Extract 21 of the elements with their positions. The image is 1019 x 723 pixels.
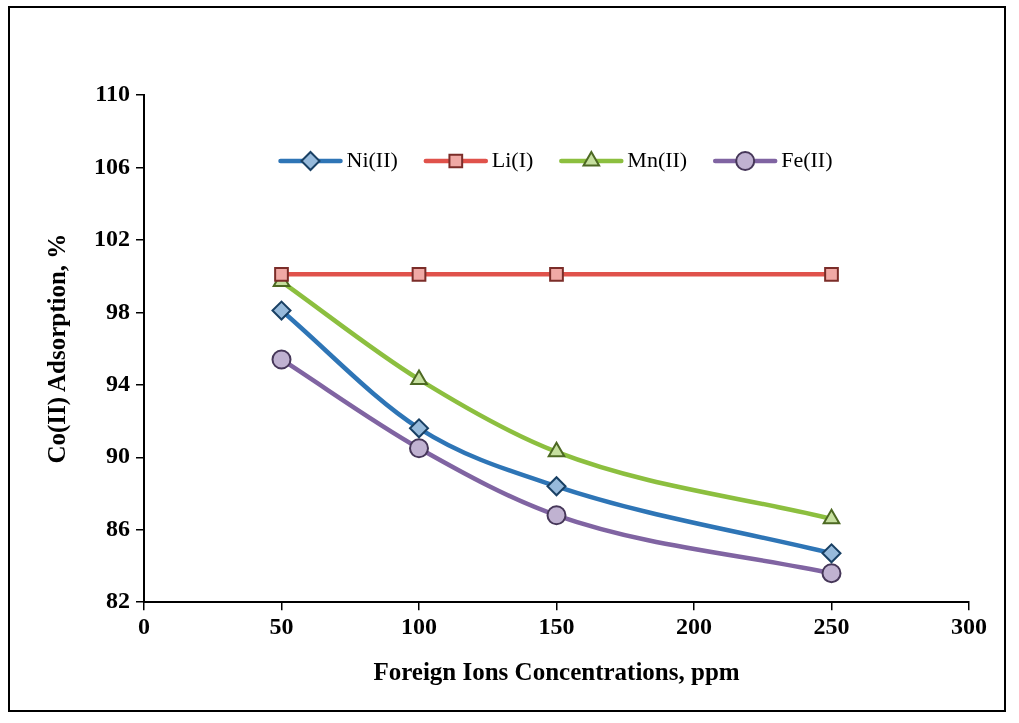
- legend-label: Li(I): [491, 146, 534, 172]
- x-tick-label: 100: [401, 612, 437, 639]
- y-tick-label: 94: [106, 370, 130, 397]
- legend-label: Ni(II): [346, 146, 398, 172]
- y-tick-label: 110: [95, 80, 130, 107]
- x-tick-label: 50: [269, 612, 294, 639]
- x-tick-label: 250: [813, 612, 850, 639]
- y-tick-label: 102: [94, 225, 130, 252]
- y-axis-title: Co(II) Adsorption, %: [43, 233, 72, 464]
- legend-label: Mn(II): [627, 146, 688, 172]
- y-tick-label: 86: [106, 514, 130, 541]
- y-tick-label: 98: [106, 297, 130, 324]
- x-tick-label: 200: [676, 612, 712, 639]
- x-tick-label: 300: [951, 612, 987, 639]
- x-axis-title: Foreign Ions Concentrations, ppm: [373, 658, 740, 686]
- x-tick-label: 150: [538, 612, 575, 639]
- legend-label: Fe(II): [781, 146, 833, 172]
- y-tick-label: 90: [106, 442, 130, 469]
- y-tick-label: 82: [106, 587, 130, 614]
- x-tick-label: 0: [138, 612, 150, 639]
- y-tick-label: 106: [94, 152, 130, 179]
